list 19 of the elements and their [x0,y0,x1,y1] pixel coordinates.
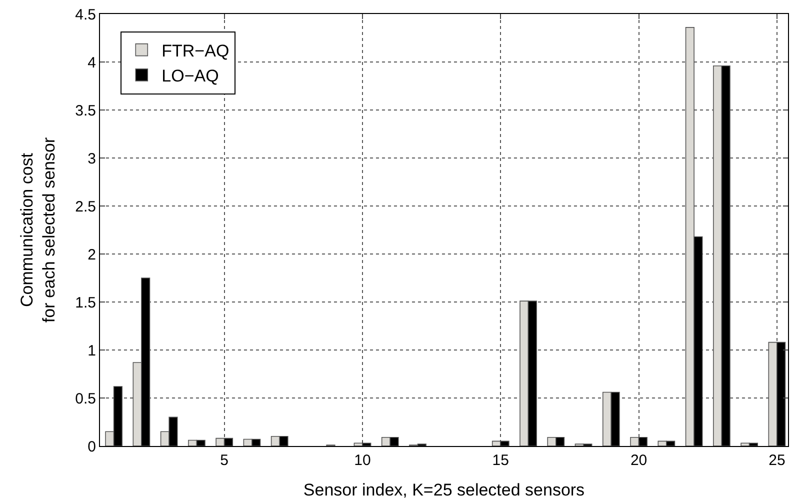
y-tick-label: 0.5 [75,390,96,408]
y-tick-label: 1 [88,342,96,360]
x-axis-title: Sensor index, K=25 selected sensors [303,480,585,500]
x-tick-label: 15 [492,452,509,469]
legend-label: LO−AQ [162,66,219,86]
y-tick-label: 2 [88,246,96,264]
x-tick-label: 5 [220,452,229,469]
y-tick-label: 3 [88,150,96,168]
y-tick-label: 1.5 [75,294,96,312]
y-tick-label: 4.5 [75,6,96,24]
legend-label: FTR−AQ [162,41,230,60]
y-tick-label: 2.5 [75,198,96,216]
x-tick-label: 10 [354,452,371,469]
x-tick-label: 20 [630,452,648,469]
y-tick-label: 3.5 [75,102,96,120]
y-tick-label: 4 [88,54,96,72]
y-tick-label: 0 [88,438,96,456]
y-axis-title: Communication cost for each selected sensor [18,137,59,323]
x-tick-label: 25 [768,452,786,469]
